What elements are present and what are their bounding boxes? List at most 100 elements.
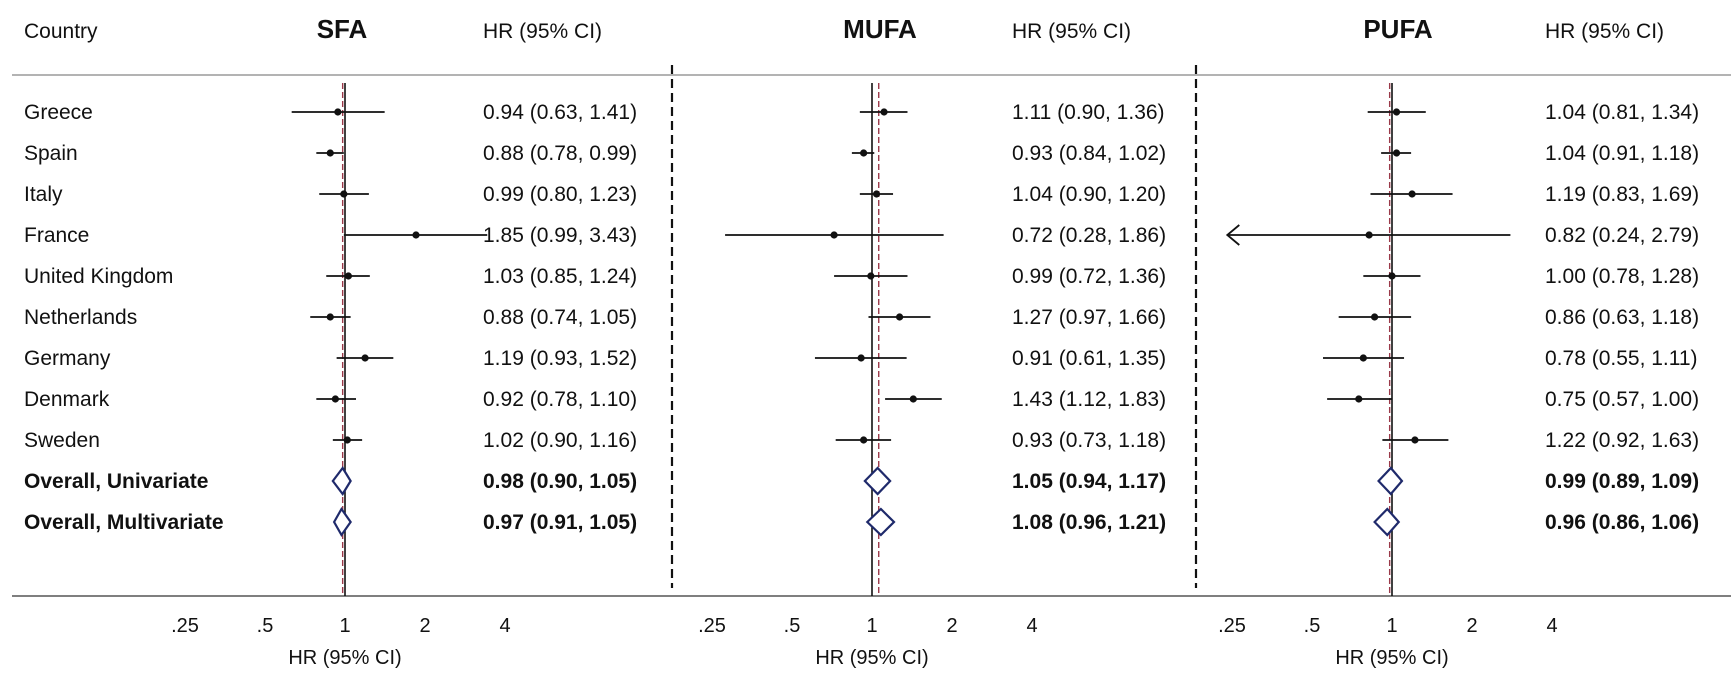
hr-ci-value: 0.82 (0.24, 2.79) [1545, 224, 1699, 247]
overall-diamond [863, 466, 892, 496]
hr-ci-value: 1.43 (1.12, 1.83) [1012, 388, 1166, 411]
hr-ci-value: 1.08 (0.96, 1.21) [1012, 511, 1166, 534]
point-estimate [1365, 231, 1373, 239]
hr-ci-header: HR (95% CI) [1012, 20, 1131, 43]
hr-ci-value: 1.11 (0.90, 1.36) [1012, 101, 1165, 124]
point-estimate [860, 149, 868, 157]
hr-ci-value: 0.72 (0.28, 1.86) [1012, 224, 1166, 247]
x-tick-label: 4 [1026, 615, 1037, 637]
hr-ci-header: HR (95% CI) [483, 20, 602, 43]
hr-ci-value: 0.93 (0.73, 1.18) [1012, 429, 1166, 452]
point-estimate [1370, 313, 1379, 321]
hr-ci-value: 1.19 (0.93, 1.52) [483, 347, 637, 370]
point-estimate [1411, 436, 1419, 444]
hr-ci-value: 0.86 (0.63, 1.18) [1545, 306, 1699, 329]
x-tick-label: 2 [1466, 615, 1477, 637]
hr-ci-value: 1.27 (0.97, 1.66) [1012, 306, 1166, 329]
hr-ci-value: 1.04 (0.81, 1.34) [1545, 101, 1699, 124]
country-label: Germany [24, 347, 111, 370]
country-label: Denmark [24, 388, 110, 411]
hr-ci-value: 0.98 (0.90, 1.05) [483, 470, 637, 493]
point-estimate [1359, 354, 1367, 362]
x-tick-label: 1 [866, 615, 877, 637]
point-estimate [872, 190, 881, 198]
x-axis-label: HR (95% CI) [288, 647, 401, 669]
hr-ci-value: 0.96 (0.86, 1.06) [1545, 511, 1699, 534]
hr-ci-value: 0.99 (0.89, 1.09) [1545, 470, 1699, 493]
panel-title: MUFA [843, 14, 917, 44]
hr-ci-value: 1.85 (0.99, 3.43) [483, 224, 637, 247]
x-tick-label: .25 [698, 615, 726, 637]
x-tick-label: .25 [171, 615, 199, 637]
overall-diamond [1377, 466, 1404, 496]
hr-ci-value: 0.94 (0.63, 1.41) [483, 101, 637, 124]
panel-title: PUFA [1363, 14, 1433, 44]
point-estimate [340, 190, 348, 198]
hr-ci-header: HR (95% CI) [1545, 20, 1664, 43]
point-estimate [334, 108, 342, 116]
overall-diamond [331, 466, 352, 496]
country-label: Overall, Multivariate [24, 511, 224, 534]
hr-ci-value: 0.75 (0.57, 1.00) [1545, 388, 1699, 411]
x-tick-label: 2 [419, 615, 430, 637]
hr-ci-value: 0.99 (0.80, 1.23) [483, 183, 637, 206]
hr-ci-value: 0.88 (0.78, 0.99) [483, 142, 637, 165]
hr-ci-value: 0.93 (0.84, 1.02) [1012, 142, 1166, 165]
country-label: Spain [24, 142, 78, 165]
x-axis-label: HR (95% CI) [1335, 647, 1448, 669]
point-estimate [326, 149, 334, 157]
point-estimate [860, 436, 868, 444]
x-tick-label: 2 [946, 615, 957, 637]
ci-arrow-left [1225, 224, 1240, 246]
hr-ci-value: 1.19 (0.83, 1.69) [1545, 183, 1699, 206]
point-estimate [331, 395, 339, 403]
country-label: United Kingdom [24, 265, 173, 288]
x-tick-label: 4 [499, 615, 510, 637]
hr-ci-value: 0.99 (0.72, 1.36) [1012, 265, 1166, 288]
point-estimate [344, 272, 353, 280]
x-tick-label: 1 [339, 615, 350, 637]
point-estimate [909, 395, 917, 403]
hr-ci-value: 0.88 (0.74, 1.05) [483, 306, 637, 329]
hr-ci-value: 1.03 (0.85, 1.24) [483, 265, 637, 288]
hr-ci-value: 0.78 (0.55, 1.11) [1545, 347, 1698, 370]
overall-diamond [865, 507, 896, 537]
point-estimate [1392, 149, 1401, 157]
point-estimate [830, 231, 838, 239]
x-tick-label: 1 [1386, 615, 1397, 637]
country-label: Greece [24, 101, 93, 124]
country-label: France [24, 224, 89, 247]
point-estimate [412, 231, 420, 239]
hr-ci-value: 0.92 (0.78, 1.10) [483, 388, 637, 411]
point-estimate [895, 313, 904, 321]
x-tick-label: .25 [1218, 615, 1246, 637]
country-label: Overall, Univariate [24, 470, 208, 493]
hr-ci-value: 1.04 (0.90, 1.20) [1012, 183, 1166, 206]
hr-ci-value: 1.04 (0.91, 1.18) [1545, 142, 1699, 165]
point-estimate [867, 272, 875, 280]
overall-diamond [332, 506, 352, 538]
x-tick-label: .5 [1304, 615, 1321, 637]
point-estimate [880, 108, 888, 116]
point-estimate [361, 354, 369, 362]
x-tick-label: .5 [784, 615, 801, 637]
point-estimate [1388, 272, 1396, 280]
hr-ci-value: 1.22 (0.92, 1.63) [1545, 429, 1699, 452]
x-axis-label: HR (95% CI) [815, 647, 928, 669]
x-tick-label: .5 [257, 615, 274, 637]
point-estimate [326, 313, 334, 321]
point-estimate [857, 354, 865, 362]
overall-diamond [1373, 507, 1401, 537]
hr-ci-value: 0.97 (0.91, 1.05) [483, 511, 637, 534]
hr-ci-value: 1.05 (0.94, 1.17) [1012, 470, 1166, 493]
hr-ci-value: 0.91 (0.61, 1.35) [1012, 347, 1166, 370]
country-label: Italy [24, 183, 63, 206]
point-estimate [1408, 190, 1416, 198]
country-header: Country [24, 20, 98, 43]
hr-ci-value: 1.00 (0.78, 1.28) [1545, 265, 1699, 288]
point-estimate [343, 436, 351, 444]
point-estimate [1355, 395, 1363, 403]
panel-title: SFA [317, 14, 368, 44]
